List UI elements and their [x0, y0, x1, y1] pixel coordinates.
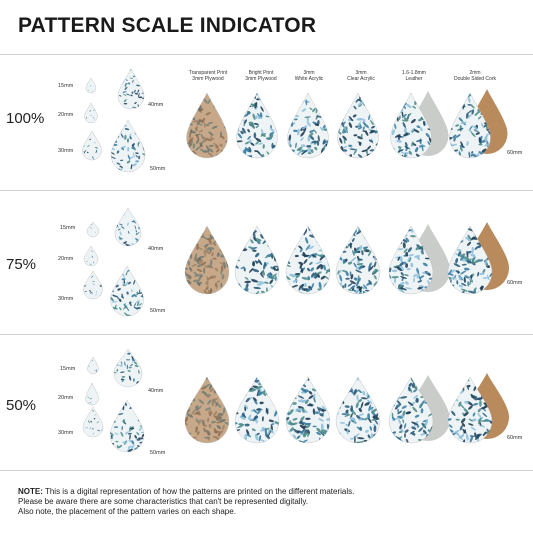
- size-label-60mm: 60mm: [507, 150, 523, 156]
- note-label: NOTE:: [18, 487, 43, 496]
- size-label-30mm: 30mm: [58, 148, 74, 154]
- pattern-drop-sample: [285, 376, 331, 444]
- drop-row-50: [82, 348, 509, 453]
- pattern-drop-sample: [287, 92, 329, 159]
- material-header-white-acrylic: 3mm White Acrylic: [294, 70, 324, 82]
- pattern-drop-sample: [82, 130, 102, 161]
- size-label-50mm: 50mm: [150, 450, 166, 456]
- material-header-leather: 1.6-1.8mm Leather: [402, 70, 426, 82]
- pattern-drop-sample: [117, 68, 145, 110]
- size-label-50mm: 50mm: [150, 308, 166, 314]
- scale-label-50: 50%: [6, 397, 37, 414]
- page-title: PATTERN SCALE INDICATOR: [18, 14, 317, 37]
- pattern-drop-sample: [83, 270, 103, 300]
- pattern-drop-sample: [114, 207, 142, 247]
- size-label-15mm: 15mm: [60, 366, 76, 372]
- material-header-bright-plywood: Bright Print 3mm Plywood: [245, 70, 277, 82]
- divider-1: [0, 190, 533, 191]
- material-header-cork: 2mm Double Sided Cork: [454, 70, 496, 82]
- size-label-60mm: 60mm: [507, 280, 523, 286]
- pattern-drop-sample: [82, 406, 104, 438]
- size-label-15mm: 15mm: [60, 225, 76, 231]
- size-label-50mm: 50mm: [150, 166, 166, 172]
- divider-top: [0, 54, 533, 55]
- pattern-drop-sample: [388, 376, 434, 444]
- note-line-3: Also note, the placement of the pattern …: [18, 507, 236, 516]
- pattern-drop-sample: [86, 221, 100, 238]
- pattern-drop-sample: [285, 225, 331, 295]
- pattern-drop-sample: [110, 265, 144, 317]
- size-label-20mm: 20mm: [58, 256, 74, 262]
- pattern-drop-sample: [85, 77, 97, 94]
- pattern-drop-sample: [337, 92, 379, 159]
- size-label-40mm: 40mm: [148, 246, 164, 252]
- size-label-60mm: 60mm: [507, 435, 523, 441]
- material-header-transparent-plywood: Transparent Print 3mm Plywood: [188, 70, 228, 82]
- note-line-1: This is a digital representation of how …: [42, 487, 355, 496]
- divider-bottom: [0, 470, 533, 471]
- size-label-30mm: 30mm: [58, 296, 74, 302]
- plywood-drop-sample: [184, 376, 230, 444]
- plywood-drop-sample: [186, 92, 228, 159]
- pattern-drop-sample: [335, 225, 381, 295]
- pattern-drop-sample: [234, 376, 280, 444]
- pattern-drop-sample: [335, 376, 381, 444]
- size-label-20mm: 20mm: [58, 395, 74, 401]
- size-label-40mm: 40mm: [148, 102, 164, 108]
- divider-2: [0, 334, 533, 335]
- size-label-40mm: 40mm: [148, 388, 164, 394]
- size-label-15mm: 15mm: [58, 83, 74, 89]
- pattern-drop-sample: [83, 245, 99, 267]
- pattern-drop-sample: [85, 382, 99, 406]
- scale-label-75: 75%: [6, 256, 37, 273]
- note-line-2: Please be aware there are some character…: [18, 497, 308, 506]
- plywood-drop-sample: [184, 225, 230, 295]
- drop-row-100: [82, 68, 508, 173]
- size-label-20mm: 20mm: [58, 112, 74, 118]
- material-header-clear-acrylic: 3mm Clear Acrylic: [347, 70, 375, 82]
- pattern-drop-sample: [110, 119, 146, 173]
- scale-label-100: 100%: [6, 110, 45, 127]
- size-label-30mm: 30mm: [58, 430, 74, 436]
- pattern-drop-sample: [236, 92, 278, 159]
- drop-row-75: [83, 207, 509, 317]
- note-text: NOTE: This is a digital representation o…: [18, 487, 354, 517]
- pattern-drop-sample: [113, 348, 143, 388]
- pattern-drop-sample: [109, 399, 145, 453]
- pattern-drop-sample: [87, 356, 99, 375]
- pattern-drop-sample: [234, 225, 280, 295]
- pattern-drop-sample: [84, 102, 98, 124]
